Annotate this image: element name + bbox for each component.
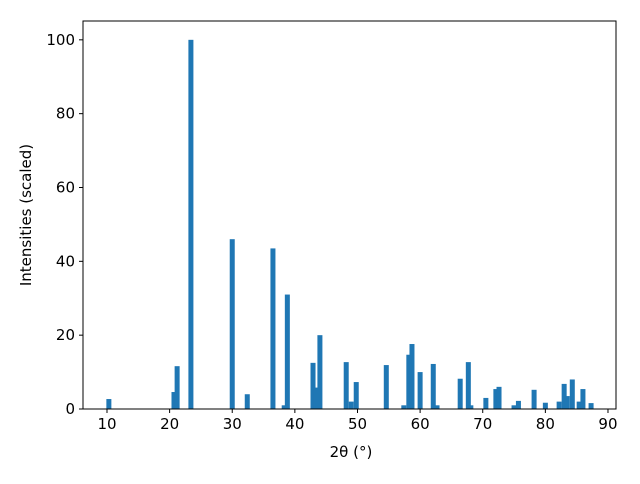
bar: [496, 386, 502, 409]
bar: [580, 389, 586, 409]
bar: [556, 401, 562, 409]
bar: [270, 248, 276, 409]
x-axis-label: 2θ (°): [330, 443, 373, 461]
bar: [561, 383, 567, 409]
bar: [465, 362, 471, 409]
x-tick-label: 60: [411, 415, 430, 433]
bar: [401, 405, 407, 409]
bar: [493, 389, 499, 409]
bar: [409, 344, 415, 409]
bar: [229, 239, 235, 409]
bar: [317, 335, 323, 409]
x-tick-label: 20: [160, 415, 179, 433]
bar: [244, 394, 250, 409]
bar: [353, 382, 359, 409]
bar: [430, 363, 436, 409]
bar: [515, 400, 521, 409]
x-tick-label: 10: [97, 415, 116, 433]
bar: [281, 405, 287, 409]
y-tick-label: 100: [46, 31, 75, 49]
bar: [313, 387, 319, 409]
bar: [174, 366, 180, 409]
y-tick-label: 80: [56, 105, 75, 123]
x-tick-label: 50: [348, 415, 367, 433]
bar: [468, 405, 474, 409]
bar: [511, 405, 517, 409]
bar: [343, 362, 349, 409]
y-tick-label: 60: [56, 178, 75, 196]
x-tick-label: 80: [536, 415, 555, 433]
x-tick-label: 30: [223, 415, 242, 433]
bar: [564, 396, 570, 409]
bar: [406, 354, 412, 409]
bar: [576, 401, 582, 409]
x-tick-label: 70: [473, 415, 492, 433]
bar: [457, 378, 463, 409]
bar: [417, 372, 423, 409]
y-axis-label: Intensities (scaled): [17, 144, 35, 286]
bar: [588, 403, 594, 409]
bar: [106, 399, 112, 409]
bar: [348, 401, 354, 409]
bar: [171, 392, 177, 409]
bar: [284, 294, 290, 409]
plot-frame: [82, 20, 617, 410]
bar: [310, 362, 316, 409]
y-tick-label: 40: [56, 252, 75, 270]
y-tick-label: 20: [56, 326, 75, 344]
bar: [542, 402, 548, 409]
bar: [188, 39, 194, 409]
x-tick-label: 40: [285, 415, 304, 433]
bar: [434, 405, 440, 409]
x-tick-label: 90: [598, 415, 617, 433]
bar: [383, 365, 389, 409]
bar: [531, 389, 537, 409]
bar: [569, 379, 575, 409]
y-tick-label: 0: [65, 400, 75, 418]
bar: [483, 397, 489, 409]
